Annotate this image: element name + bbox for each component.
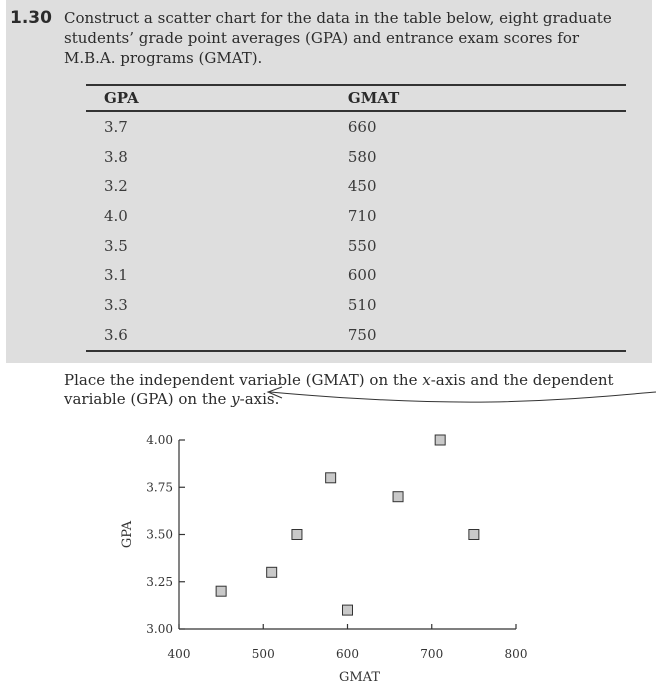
gmat-cell: 450	[347, 177, 377, 196]
y-tick-label: 3.00	[146, 622, 173, 636]
problem-number: 1.30	[10, 8, 52, 28]
gpa-cell: 3.2	[104, 177, 128, 196]
problem-text: Construct a scatter chart for the data i…	[64, 9, 612, 67]
x-tick-label: 500	[252, 647, 275, 661]
column-header-gpa: GPA	[86, 84, 198, 112]
gpa-cell: 3.3	[104, 295, 128, 314]
x-axis-title: GMAT	[339, 670, 380, 685]
y-axis-ticks: 3.00 3.25 3.50 3.75 4.00	[146, 433, 185, 636]
arrow-line	[269, 391, 656, 403]
x-tick-label: 400	[168, 647, 191, 661]
gpa-cell: 3.5	[104, 236, 128, 255]
x-tick-label: 600	[336, 647, 359, 661]
data-point	[215, 585, 227, 597]
y-axis-title: GPA	[120, 520, 135, 548]
x-tick-label: 800	[505, 647, 528, 661]
table-row: 3.2 450	[86, 171, 626, 201]
y-tick-label: 3.50	[146, 528, 173, 542]
y-tick-label: 4.00	[146, 433, 173, 447]
gmat-cell: 660	[347, 117, 377, 136]
table-row: 4.0 710	[86, 201, 626, 231]
instruction-part-1: Place the independent variable (GMAT) on…	[64, 371, 423, 389]
data-point	[434, 434, 446, 446]
gmat-cell: 580	[347, 147, 377, 166]
data-point	[468, 529, 480, 540]
data-points	[215, 434, 480, 616]
gmat-cell: 510	[347, 295, 377, 314]
data-point	[342, 604, 353, 616]
problem-panel	[6, 0, 652, 363]
instruction-x-variable: x	[422, 371, 431, 389]
y-tick-label: 3.75	[146, 480, 173, 494]
y-tick-label: 3.25	[146, 575, 173, 589]
gmat-cell: 710	[347, 206, 377, 225]
instruction-part-2: -axis and the dependent variable (GPA) o…	[64, 371, 614, 408]
data-point	[392, 491, 404, 503]
x-tick-label: 700	[420, 647, 443, 661]
data-point	[266, 566, 278, 578]
instruction-y-variable: y	[231, 390, 240, 408]
gpa-cell: 3.6	[86, 319, 198, 352]
table-row: 3.8 580	[86, 142, 626, 172]
gpa-cell: 4.0	[104, 206, 128, 225]
table-row: 3.6 750	[86, 319, 626, 352]
instruction-text: Place the independent variable (GMAT) on…	[64, 371, 624, 409]
data-table: GPA GMAT 3.7 660 3.8 580 3.2 450 4.0 710…	[86, 84, 626, 352]
gmat-cell: 750	[197, 319, 626, 352]
table-row: 3.1 600	[86, 260, 626, 290]
x-axis-ticks: 400 500 600 700 800	[168, 624, 528, 661]
gpa-cell: 3.1	[104, 266, 128, 285]
table-row: 3.3 510	[86, 290, 626, 320]
table-row: 3.5 550	[86, 231, 626, 261]
table-header-row: GPA GMAT	[86, 84, 626, 112]
data-point	[325, 472, 337, 484]
table-row: 3.7 660	[86, 111, 626, 142]
gpa-cell: 3.8	[104, 147, 128, 166]
data-point	[291, 529, 303, 540]
instruction-part-3: -axis.	[239, 390, 280, 408]
gpa-cell: 3.7	[104, 117, 128, 136]
gmat-cell: 550	[347, 236, 377, 255]
arrow-head-icon	[266, 386, 283, 399]
column-header-gmat: GMAT	[197, 84, 626, 112]
gmat-cell: 600	[347, 266, 377, 285]
